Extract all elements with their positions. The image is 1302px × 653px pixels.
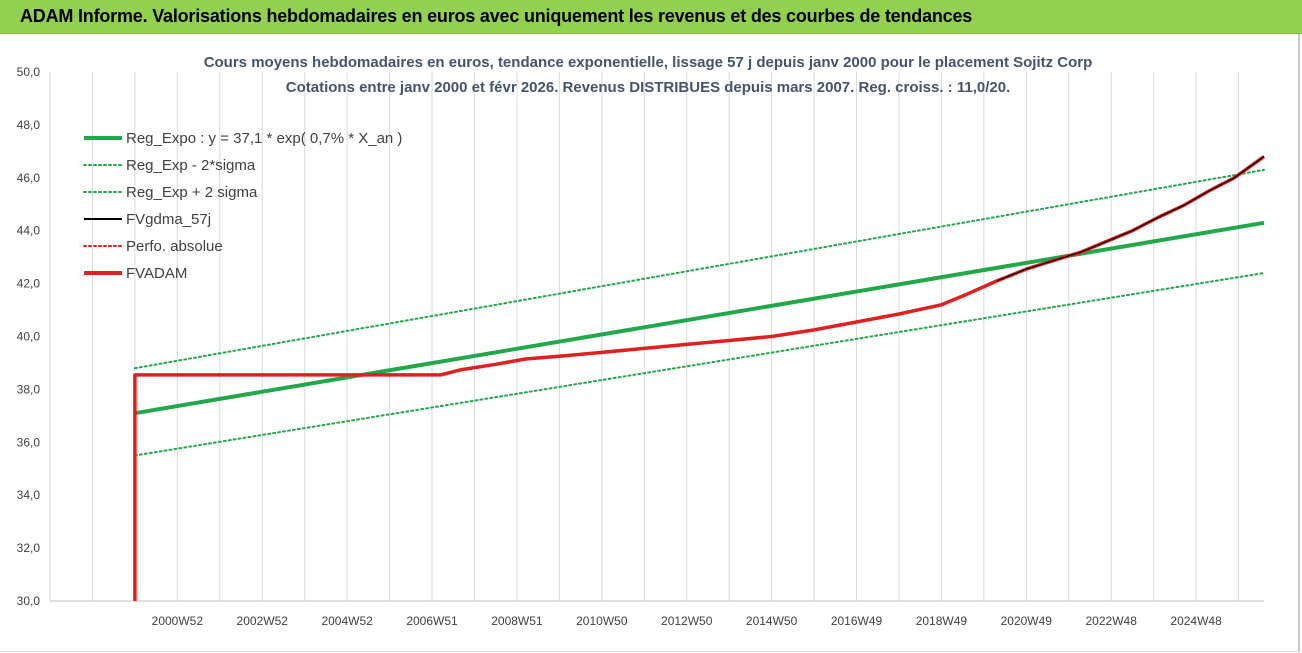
y-tick-label: 48,0 bbox=[17, 118, 41, 132]
chart-title-line-1: Cours moyens hebdomadaires en euros, ten… bbox=[204, 54, 1093, 71]
legend-entry: FVgdma_57j bbox=[126, 211, 211, 228]
x-tick-label: 2016W49 bbox=[831, 614, 883, 628]
x-tick-label: 2012W50 bbox=[661, 614, 713, 628]
chart-frame: 30,0 32,0 34,0 36,0 38,0 40,0 42,0 44,0 46,0 48,0… bbox=[0, 34, 1300, 652]
page-title: ADAM Informe. Valorisations hebdomadaire… bbox=[20, 6, 973, 26]
series-line-fvgdma-overlay bbox=[996, 156, 1265, 282]
y-tick-label: 36,0 bbox=[17, 435, 41, 449]
legend-entry: Reg_Exp - 2*sigma bbox=[126, 157, 256, 174]
x-tick-label: 2010W50 bbox=[576, 614, 628, 628]
y-tick-label: 32,0 bbox=[17, 541, 41, 555]
legend-entry: Reg_Exp + 2 sigma bbox=[126, 184, 258, 201]
legend-entry: Perfo. absolue bbox=[126, 238, 223, 255]
y-tick-label: 40,0 bbox=[17, 330, 41, 344]
x-tick-label: 2000W52 bbox=[152, 614, 204, 628]
grid-lines bbox=[49, 72, 1264, 602]
y-tick-label: 30,0 bbox=[17, 594, 41, 608]
header-banner: ADAM Informe. Valorisations hebdomadaire… bbox=[0, 0, 1302, 34]
series-line-reg-exp-2-sigma bbox=[133, 168, 1265, 370]
x-tick-label: 2006W51 bbox=[406, 614, 458, 628]
x-tick-label: 2020W49 bbox=[1001, 614, 1053, 628]
x-tick-label: 2002W52 bbox=[237, 614, 289, 628]
y-tick-label: 38,0 bbox=[17, 382, 41, 396]
x-tick-label: 2022W48 bbox=[1086, 614, 1138, 628]
y-axis-ticks: 30,0 32,0 34,0 36,0 38,0 40,0 42,0 44,0 46,0 48,0… bbox=[17, 65, 41, 608]
x-tick-label: 2024W48 bbox=[1170, 614, 1222, 628]
y-tick-label: 46,0 bbox=[17, 171, 41, 185]
x-axis-ticks: 2000W52 2002W52 2004W52 2006W51 2008W51 2010W… bbox=[152, 614, 1222, 628]
x-tick-label: 2018W49 bbox=[916, 614, 968, 628]
y-tick-label: 50,0 bbox=[17, 65, 41, 79]
y-tick-label: 42,0 bbox=[17, 277, 41, 291]
chart-series bbox=[133, 155, 1266, 601]
legend-entry: Reg_Expo : y = 37,1 * exp( 0,7% * X_an ) bbox=[126, 130, 402, 147]
y-tick-label: 34,0 bbox=[17, 488, 41, 502]
chart-legend: Reg_Expo : y = 37,1 * exp( 0,7% * X_an )… bbox=[83, 130, 402, 282]
x-tick-label: 2004W52 bbox=[321, 614, 373, 628]
series-line-reg-exp-2-sigma bbox=[133, 272, 1265, 457]
x-tick-label: 2008W51 bbox=[491, 614, 543, 628]
chart-title-line-2: Cotations entre janv 2000 et févr 2026. … bbox=[286, 79, 1010, 96]
legend-entry: FVADAM bbox=[126, 265, 187, 282]
y-tick-label: 44,0 bbox=[17, 224, 41, 238]
line-chart: 30,0 32,0 34,0 36,0 38,0 40,0 42,0 44,0 46,0 48,0… bbox=[17, 54, 1266, 628]
x-tick-label: 2014W50 bbox=[746, 614, 798, 628]
